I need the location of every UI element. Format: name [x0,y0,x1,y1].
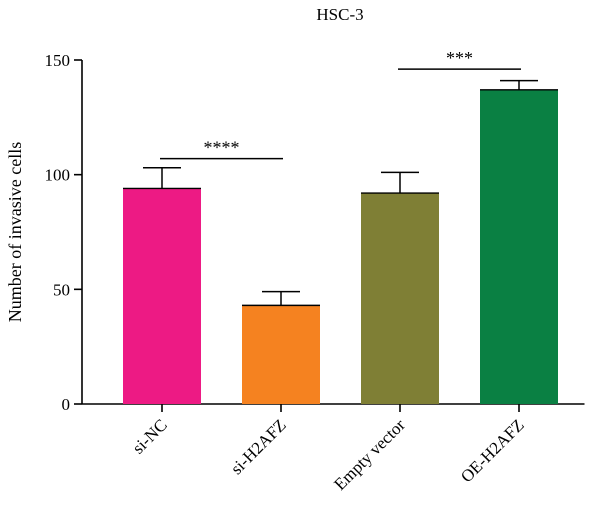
chart-title: HSC-3 [316,5,363,24]
plot-area: 0 50 100 150 si-NC si-H2AFZ Empty vector OE-H2A… [45,48,585,494]
significance-label: *** [446,48,473,68]
x-tick-label: OE-H2AFZ [457,415,528,486]
y-tick-label: 100 [45,166,71,185]
bar [480,89,558,405]
y-axis-label: Number of invasive cells [5,142,25,322]
y-tick-label: 150 [45,51,71,70]
y-tick-label: 0 [62,395,71,414]
bar [242,305,320,404]
x-tick-label: Empty vector [330,415,409,494]
significance-label: **** [204,138,240,158]
bar [123,188,201,404]
bar [361,193,439,404]
x-tick-label: si-NC [129,415,171,457]
x-tick-label: si-H2AFZ [227,415,290,478]
y-tick-label: 50 [53,280,70,299]
